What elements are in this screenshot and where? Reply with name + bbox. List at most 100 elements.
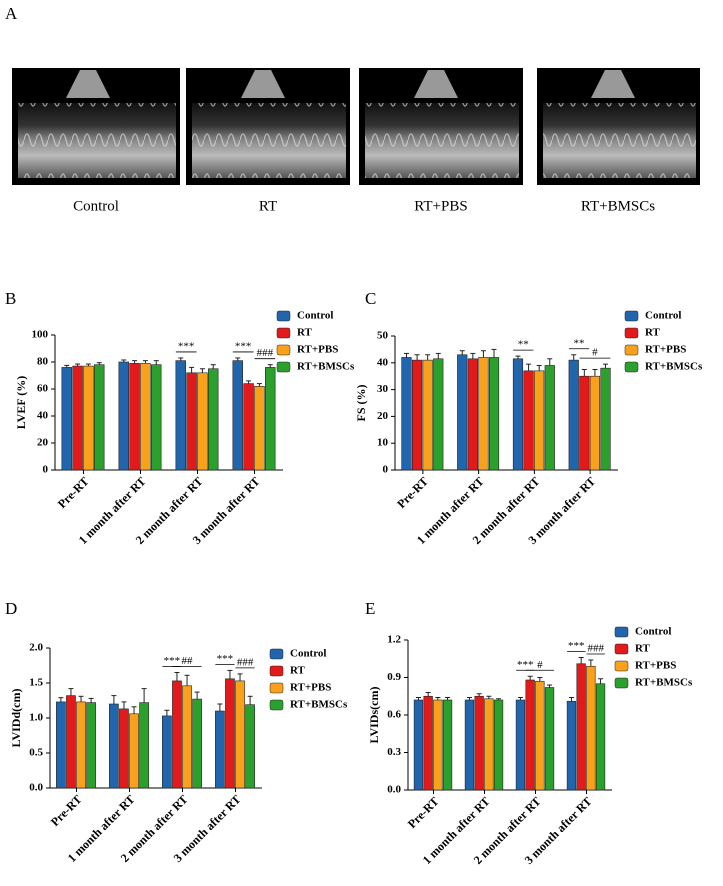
annotation: # <box>537 659 543 671</box>
bar <box>478 357 489 471</box>
legend-swatch <box>269 699 284 711</box>
bar <box>66 695 76 789</box>
bar <box>535 680 545 791</box>
image-caption: Control <box>73 198 119 214</box>
bar <box>525 679 535 791</box>
x-tick-label: Pre-RT <box>48 792 85 829</box>
legend-label: RT+BMSCs <box>645 361 703 373</box>
bar <box>488 357 500 471</box>
bar <box>119 708 129 789</box>
legend-label: RT <box>297 327 313 339</box>
bar <box>512 358 524 471</box>
annotation: *** <box>178 340 195 352</box>
bar <box>484 698 494 791</box>
bar <box>140 363 151 471</box>
legend-swatch <box>276 310 291 322</box>
bar <box>467 358 478 471</box>
y-tick-label: 0.3 <box>387 746 401 758</box>
panel-label: A <box>5 4 18 23</box>
legend-label: RT+BMSCs <box>297 361 355 373</box>
y-tick-label: 0.6 <box>387 709 401 721</box>
annotation: ### <box>587 643 604 655</box>
legend-label: RT+PBS <box>297 344 338 356</box>
legend-swatch <box>624 327 639 339</box>
annotation: *** <box>217 653 234 665</box>
bar <box>175 360 186 471</box>
bar <box>474 695 484 791</box>
image-caption: RT <box>259 198 277 214</box>
bar <box>586 665 596 791</box>
image-caption: RT+PBS <box>414 198 467 214</box>
annotation: ## <box>182 655 194 667</box>
bar <box>411 359 423 471</box>
y-tick-label: 50 <box>377 330 389 342</box>
bar <box>109 703 119 789</box>
bar <box>215 710 225 789</box>
y-tick-label: 0.5 <box>29 747 43 759</box>
legend-swatch <box>614 643 629 655</box>
legend-label: RT+BMSCs <box>635 677 693 689</box>
x-tick-label: Pre-RT <box>394 474 431 511</box>
annotation: *** <box>568 640 585 652</box>
y-tick-label: 0.0 <box>387 784 401 796</box>
bar <box>433 699 443 791</box>
bar <box>433 358 444 471</box>
panel-label: E <box>365 599 375 618</box>
bar <box>566 700 577 791</box>
bar <box>86 702 96 789</box>
y-tick-label: 20 <box>377 410 389 422</box>
legend-label: RT+PBS <box>635 660 676 672</box>
y-tick-label: 20 <box>37 437 49 449</box>
legend-swatch <box>614 660 629 672</box>
legend-label: RT+PBS <box>290 682 331 694</box>
legend-swatch <box>624 310 639 322</box>
annotation: ** <box>518 339 529 351</box>
bar <box>61 367 72 471</box>
bar <box>457 354 468 471</box>
legend-swatch <box>614 626 629 638</box>
y-tick-label: 0.9 <box>387 671 401 683</box>
panel-label: C <box>365 289 376 308</box>
y-tick-label: 100 <box>32 329 49 341</box>
y-axis-label: LVEF (%) <box>14 376 28 429</box>
y-tick-label: 1.2 <box>387 634 401 646</box>
panel-label: B <box>5 289 16 308</box>
bar <box>579 375 590 471</box>
annotation: ### <box>237 656 254 668</box>
y-tick-label: 60 <box>37 383 49 395</box>
y-tick-label: 80 <box>37 356 49 368</box>
y-tick-label: 1.0 <box>29 712 43 724</box>
bar <box>139 702 149 789</box>
ultrasound-image <box>537 68 700 185</box>
bar <box>197 372 208 471</box>
annotation: ### <box>257 347 274 359</box>
bar <box>595 683 606 791</box>
bar <box>413 699 424 791</box>
bar <box>118 361 129 471</box>
ultrasound-images <box>12 68 700 185</box>
bar <box>544 365 555 471</box>
legend-swatch <box>276 344 291 356</box>
ultrasound-image <box>186 68 350 185</box>
annotation: *** <box>517 659 534 671</box>
bar <box>534 370 545 471</box>
bar <box>56 701 66 789</box>
bar <box>523 370 534 471</box>
annotation: *** <box>235 340 252 352</box>
legend-label: RT+BMSCs <box>290 699 348 711</box>
y-tick-label: 2.0 <box>29 642 43 654</box>
annotation: ** <box>574 337 585 349</box>
bar <box>94 364 105 471</box>
bar <box>72 365 83 471</box>
bar <box>245 704 255 789</box>
legend-label: RT <box>290 665 306 677</box>
bar <box>544 687 555 791</box>
ultrasound-image <box>359 68 523 185</box>
legend-label: Control <box>635 626 671 638</box>
bar <box>243 383 254 471</box>
y-tick-label: 40 <box>37 410 49 422</box>
bar <box>600 367 611 471</box>
bar <box>515 699 526 791</box>
legend-swatch <box>614 677 629 689</box>
legend-swatch <box>269 665 284 677</box>
